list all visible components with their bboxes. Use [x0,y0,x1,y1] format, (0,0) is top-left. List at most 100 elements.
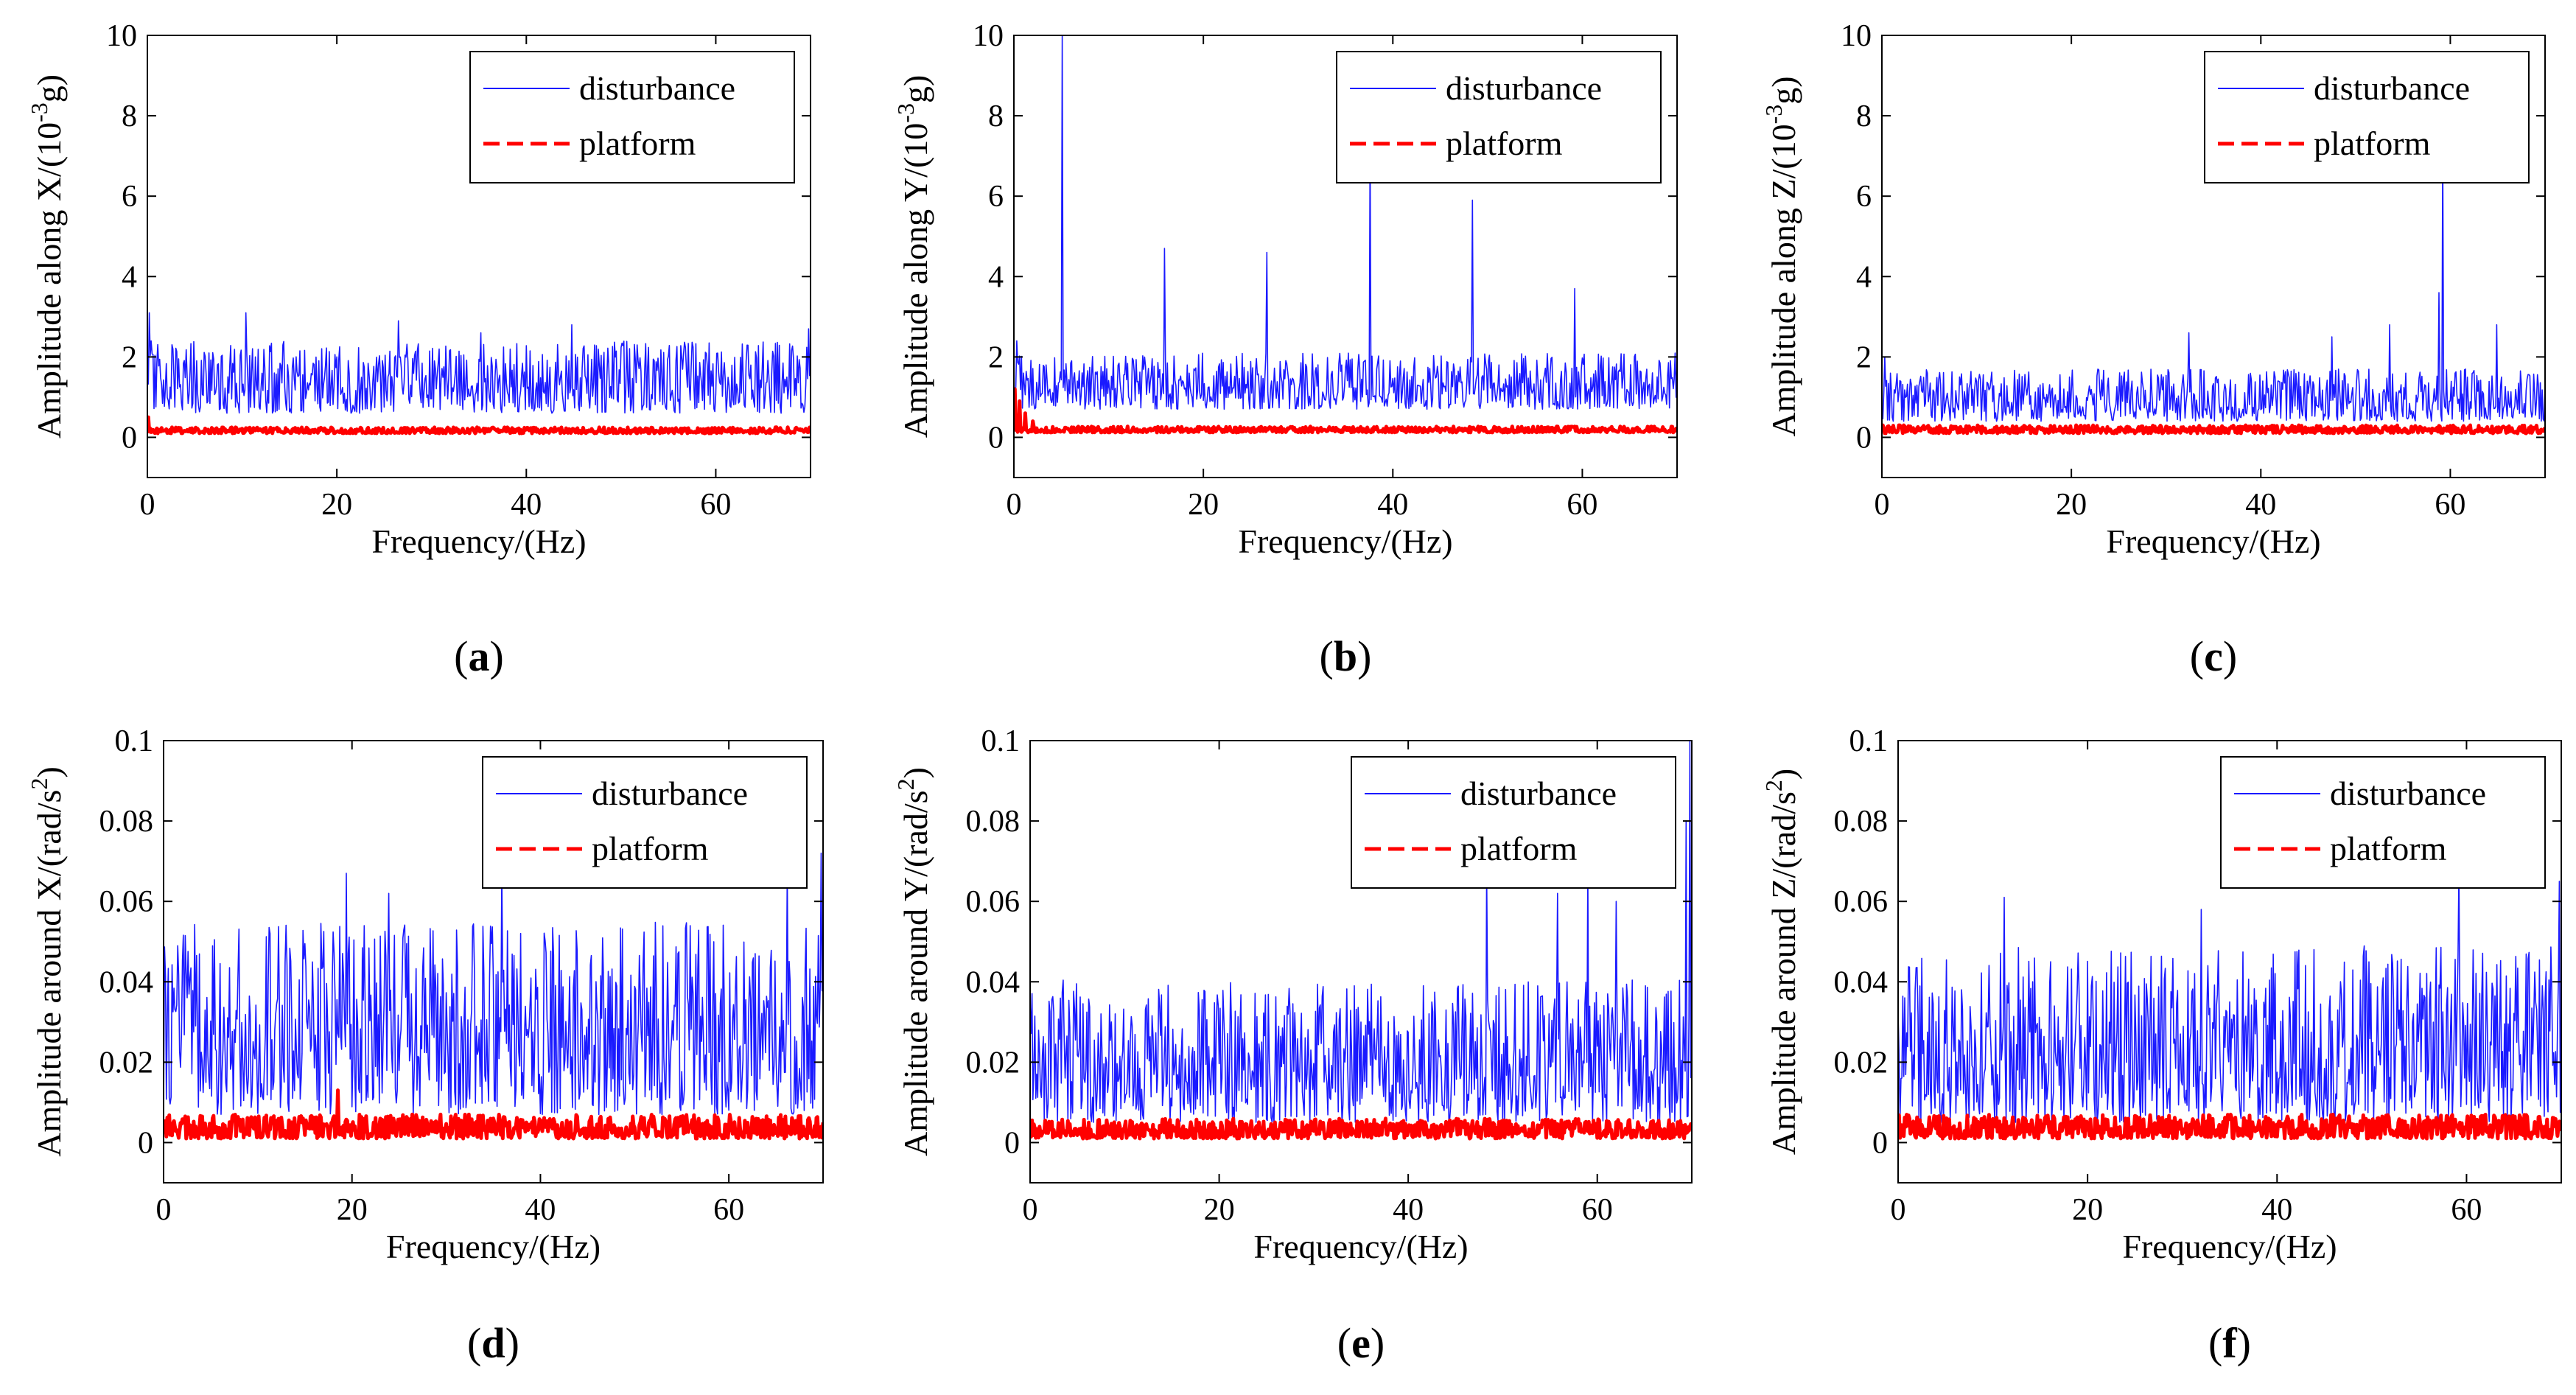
legend-label-disturbance: disturbance [579,69,735,107]
y-tick-label: 6 [122,180,137,214]
legend-label-disturbance: disturbance [2314,69,2470,107]
series-line-platform [1030,1116,1692,1141]
panel-label: (e) [1337,1319,1385,1367]
panel-label-close: ) [2223,632,2237,680]
x-axis-label: Frequency/(Hz) [2106,522,2320,560]
y-tick-label: 0.06 [966,885,1021,919]
panel-label-letter: d [481,1319,505,1367]
y-tick-label: 0.1 [1849,724,1889,758]
y-tick-label: 0.08 [1834,805,1889,839]
series-line-disturbance [1882,143,2545,422]
x-tick-label: 20 [1188,488,1219,522]
x-tick-label: 0 [140,488,155,522]
x-tick-label: 40 [2245,488,2276,522]
y-axis-label-main: Amplitude around Z/(rad/s [1765,791,1802,1155]
y-tick-label: 2 [1856,340,1872,374]
series-line-disturbance [147,312,811,414]
panel-label-letter: e [1351,1319,1371,1367]
axes-frame [147,35,811,478]
x-tick-label: 0 [1891,1193,1906,1227]
legend: disturbance platform [1336,51,1662,183]
x-tick-label: 40 [525,1193,556,1227]
y-axis-label-sup: 2 [1760,780,1787,791]
legend-box [2220,756,2546,889]
x-tick-label: 0 [156,1193,172,1227]
panel-label-letter: a [469,632,490,680]
y-tick-label: 0 [138,1126,153,1160]
x-axis-label: Frequency/(Hz) [386,1228,601,1265]
legend-box [1351,756,1676,889]
y-tick-label: 0 [988,421,1004,455]
y-axis-label-unit: g) [1765,76,1802,104]
y-tick-label: 2 [988,340,1004,374]
panel-label: (f) [2208,1319,2251,1367]
y-axis-label-unit: g) [897,75,934,103]
legend-label-disturbance: disturbance [2330,775,2486,812]
y-tick-label: 0.06 [1834,885,1889,919]
x-axis-label: Frequency/(Hz) [371,522,586,560]
x-tick-label: 20 [321,488,352,522]
legend: disturbance platform [482,756,808,889]
legend-label-platform: platform [579,125,696,162]
y-axis-label-unit: ) [897,767,934,778]
y-axis-label-sup: 2 [26,778,52,790]
x-tick-label: 60 [1582,1193,1613,1227]
axes-frame [163,740,824,1184]
x-tick-label: 60 [1567,488,1597,522]
y-axis-label-sup: -3 [26,102,52,122]
chart-panel-a: 0 20 40 60 0 2 4 6 8 10 Frequency/(Hz) Amplitude al… [26,19,811,680]
panel-label-letter: b [1334,632,1357,680]
y-tick-label: 2 [122,340,137,374]
panel-label: (d) [467,1319,519,1367]
panel-label: (c) [2190,632,2237,680]
legend-box [2204,51,2530,183]
y-tick-label: 0.04 [966,965,1021,999]
panel-label-close: ) [2237,1319,2251,1367]
y-tick-label: 10 [1841,19,1872,53]
chart-panel-f: 0 20 40 60 0 0.02 0.04 0.06 0.08 0.1 Frequency/(Hz… [1760,724,2562,1367]
panel-label-open: ( [467,1319,481,1367]
x-tick-label: 20 [337,1193,368,1227]
y-tick-label: 10 [106,19,137,53]
y-tick-label: 0.1 [981,724,1021,758]
x-tick-label: 40 [1393,1193,1424,1227]
legend-label-disturbance: disturbance [592,775,748,812]
panel-label-letter: c [2204,632,2223,680]
legend-box [482,756,808,889]
y-axis-label-unit: g) [30,74,68,102]
legend-box [469,51,795,183]
y-tick-label: 8 [988,99,1004,133]
legend: disturbance platform [1351,756,1676,889]
series-line-disturbance [1898,868,2561,1123]
y-tick-label: 0.08 [99,805,154,839]
chart-panel-c: 0 20 40 60 0 2 4 6 8 10 Frequency/(Hz) Amplitude al… [1760,19,2546,680]
x-axis-label: Frequency/(Hz) [2122,1228,2337,1265]
x-tick-label: 0 [1023,1193,1038,1227]
y-axis-label-main: Amplitude around X/(rad/s [30,790,68,1157]
y-axis-label: Amplitude along Y/(10-3g) [892,75,934,438]
panel-label-open: ( [1337,1319,1351,1367]
y-axis-label-sup: 2 [892,778,919,790]
x-tick-label: 20 [1204,1193,1235,1227]
y-axis-label-main: Amplitude along Y/(10 [897,123,934,438]
y-axis-label-unit: ) [30,766,68,777]
y-tick-label: 4 [1856,260,1872,294]
legend-label-disturbance: disturbance [1460,775,1617,812]
legend-label-platform: platform [1460,830,1578,867]
panel-label-close: ) [1371,1319,1385,1367]
y-tick-label: 0.1 [115,724,154,758]
y-tick-label: 0.04 [1834,965,1889,999]
series-line-disturbance [164,852,823,1116]
panel-label-close: ) [1357,632,1371,680]
y-tick-label: 0.02 [966,1046,1021,1080]
y-axis-label-main: Amplitude along Z/(10 [1765,124,1802,436]
panel-label-open: ( [1320,632,1334,680]
y-axis-label: Amplitude around Z/(rad/s2) [1760,769,1802,1155]
x-axis-label: Frequency/(Hz) [1238,522,1452,560]
series-line-platform [1882,423,2545,436]
chart-panel-d: 0 20 40 60 0 0.02 0.04 0.06 0.08 0.1 Frequency/(Hz… [26,724,824,1367]
series-line-platform [164,1088,823,1141]
panel-label-close: ) [505,1319,519,1367]
legend: disturbance platform [2220,756,2546,889]
